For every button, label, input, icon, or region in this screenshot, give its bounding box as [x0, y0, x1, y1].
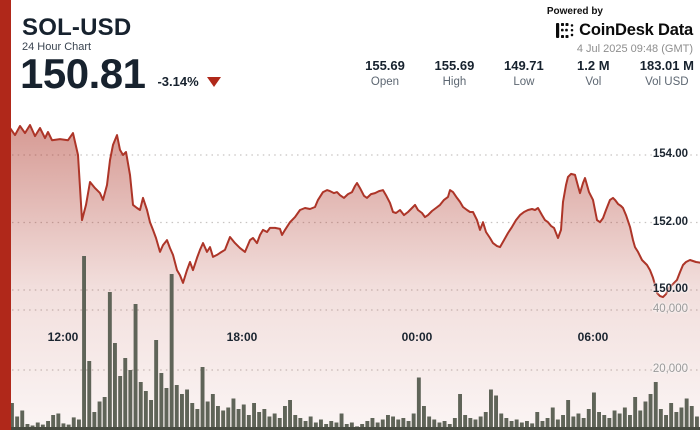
- stat-open: 155.69 Open: [362, 58, 408, 88]
- triangle-down-icon: [206, 76, 221, 87]
- stat-vol-usd: 183.01 M Vol USD: [640, 58, 694, 88]
- chart-timestamp: 4 Jul 2025 09:48 (GMT): [576, 43, 693, 55]
- powered-by-label: Powered by: [546, 6, 603, 17]
- stat-value: 183.01 M: [639, 58, 694, 73]
- stat-label: Vol: [585, 76, 602, 88]
- stat-high: 155.69 High: [431, 58, 477, 88]
- stat-label: High: [442, 76, 467, 88]
- coindesk-logo-icon: [556, 23, 574, 38]
- stat-vol: 1.2 M Vol: [570, 58, 616, 88]
- current-price: 150.81: [20, 50, 146, 97]
- stat-low: 149.71 Low: [501, 58, 547, 88]
- coindesk-logo-text: CoinDesk Data: [579, 21, 693, 39]
- accent-bar: [0, 0, 11, 430]
- stat-label: Vol USD: [645, 76, 689, 88]
- coindesk-data-logo[interactable]: CoinDesk Data: [547, 21, 693, 40]
- chart-subtitle: 24 Hour Chart: [22, 41, 92, 53]
- stat-value: 155.69: [434, 58, 475, 73]
- branding-block: Powered by CoinDesk Data 4 Jul 2025 09: [547, 6, 695, 55]
- symbol-title: SOL-USD: [22, 14, 132, 41]
- price-row: 150.81 -3.14%: [20, 52, 221, 96]
- stat-value: 1.2 M: [577, 58, 610, 73]
- stats-row: 155.69 Open 155.69 High 149.71 Low 1.2 M Vol 183…: [362, 58, 694, 88]
- stat-value: 149.71: [503, 58, 544, 73]
- price-change-percent: -3.14%: [157, 74, 199, 89]
- stat-value: 155.69: [365, 58, 405, 73]
- stat-label: Open: [370, 76, 400, 88]
- price-change-wrap: -3.14%: [157, 74, 221, 89]
- stat-label: Low: [513, 76, 535, 88]
